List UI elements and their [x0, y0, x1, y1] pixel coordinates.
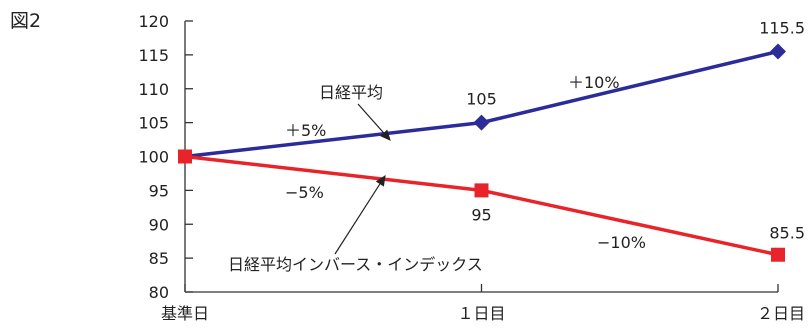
- x-tick-label: ２日目: [757, 304, 805, 323]
- data-label: 95: [471, 205, 491, 224]
- figure-label: 図2: [10, 10, 42, 32]
- y-tick-label: 110: [138, 80, 169, 99]
- annotation-up-day2: ＋10%: [568, 73, 620, 92]
- x-tick-label: １日目: [457, 304, 505, 323]
- legend-label-nikkei: 日経平均: [319, 83, 383, 102]
- arrow-inverse: [334, 174, 386, 255]
- y-tick-label: 100: [138, 148, 169, 167]
- series-point: [178, 149, 192, 164]
- data-label: 85.5: [769, 224, 805, 243]
- series-point: [770, 43, 786, 60]
- legend-label-inverse: 日経平均インバース・インデックス: [228, 255, 483, 274]
- data-labels: 105 115.5 95 85.5: [466, 18, 805, 242]
- y-tick-label: 115: [138, 46, 169, 65]
- y-tick-label: 80: [149, 283, 169, 302]
- annotation-down-day1: −5%: [285, 183, 324, 202]
- y-tick-label: 120: [138, 12, 169, 31]
- y-tick-label: 90: [149, 215, 169, 234]
- x-tick-label: 基準日: [161, 304, 209, 323]
- data-label: 115.5: [759, 18, 805, 37]
- y-tick-label: 85: [149, 249, 169, 268]
- series-point: [473, 114, 490, 131]
- data-label: 105: [466, 90, 497, 109]
- y-tick-label: 105: [138, 114, 169, 133]
- annotation-up-day1: ＋5%: [285, 121, 326, 140]
- y-axis: 80 85 90 95 100 105 110 115 120: [138, 12, 193, 302]
- x-axis: 基準日 １日目 ２日目: [161, 284, 805, 323]
- series-point: [474, 183, 489, 198]
- annotations: ＋5% ＋10% −5% −10% 日経平均 日経平均インバース・インデックス: [228, 73, 646, 274]
- series-group: [178, 43, 786, 262]
- y-tick-label: 95: [149, 181, 169, 200]
- arrow-nikkei: [357, 103, 391, 141]
- series-point: [771, 247, 785, 262]
- annotation-down-day2: −10%: [597, 233, 646, 252]
